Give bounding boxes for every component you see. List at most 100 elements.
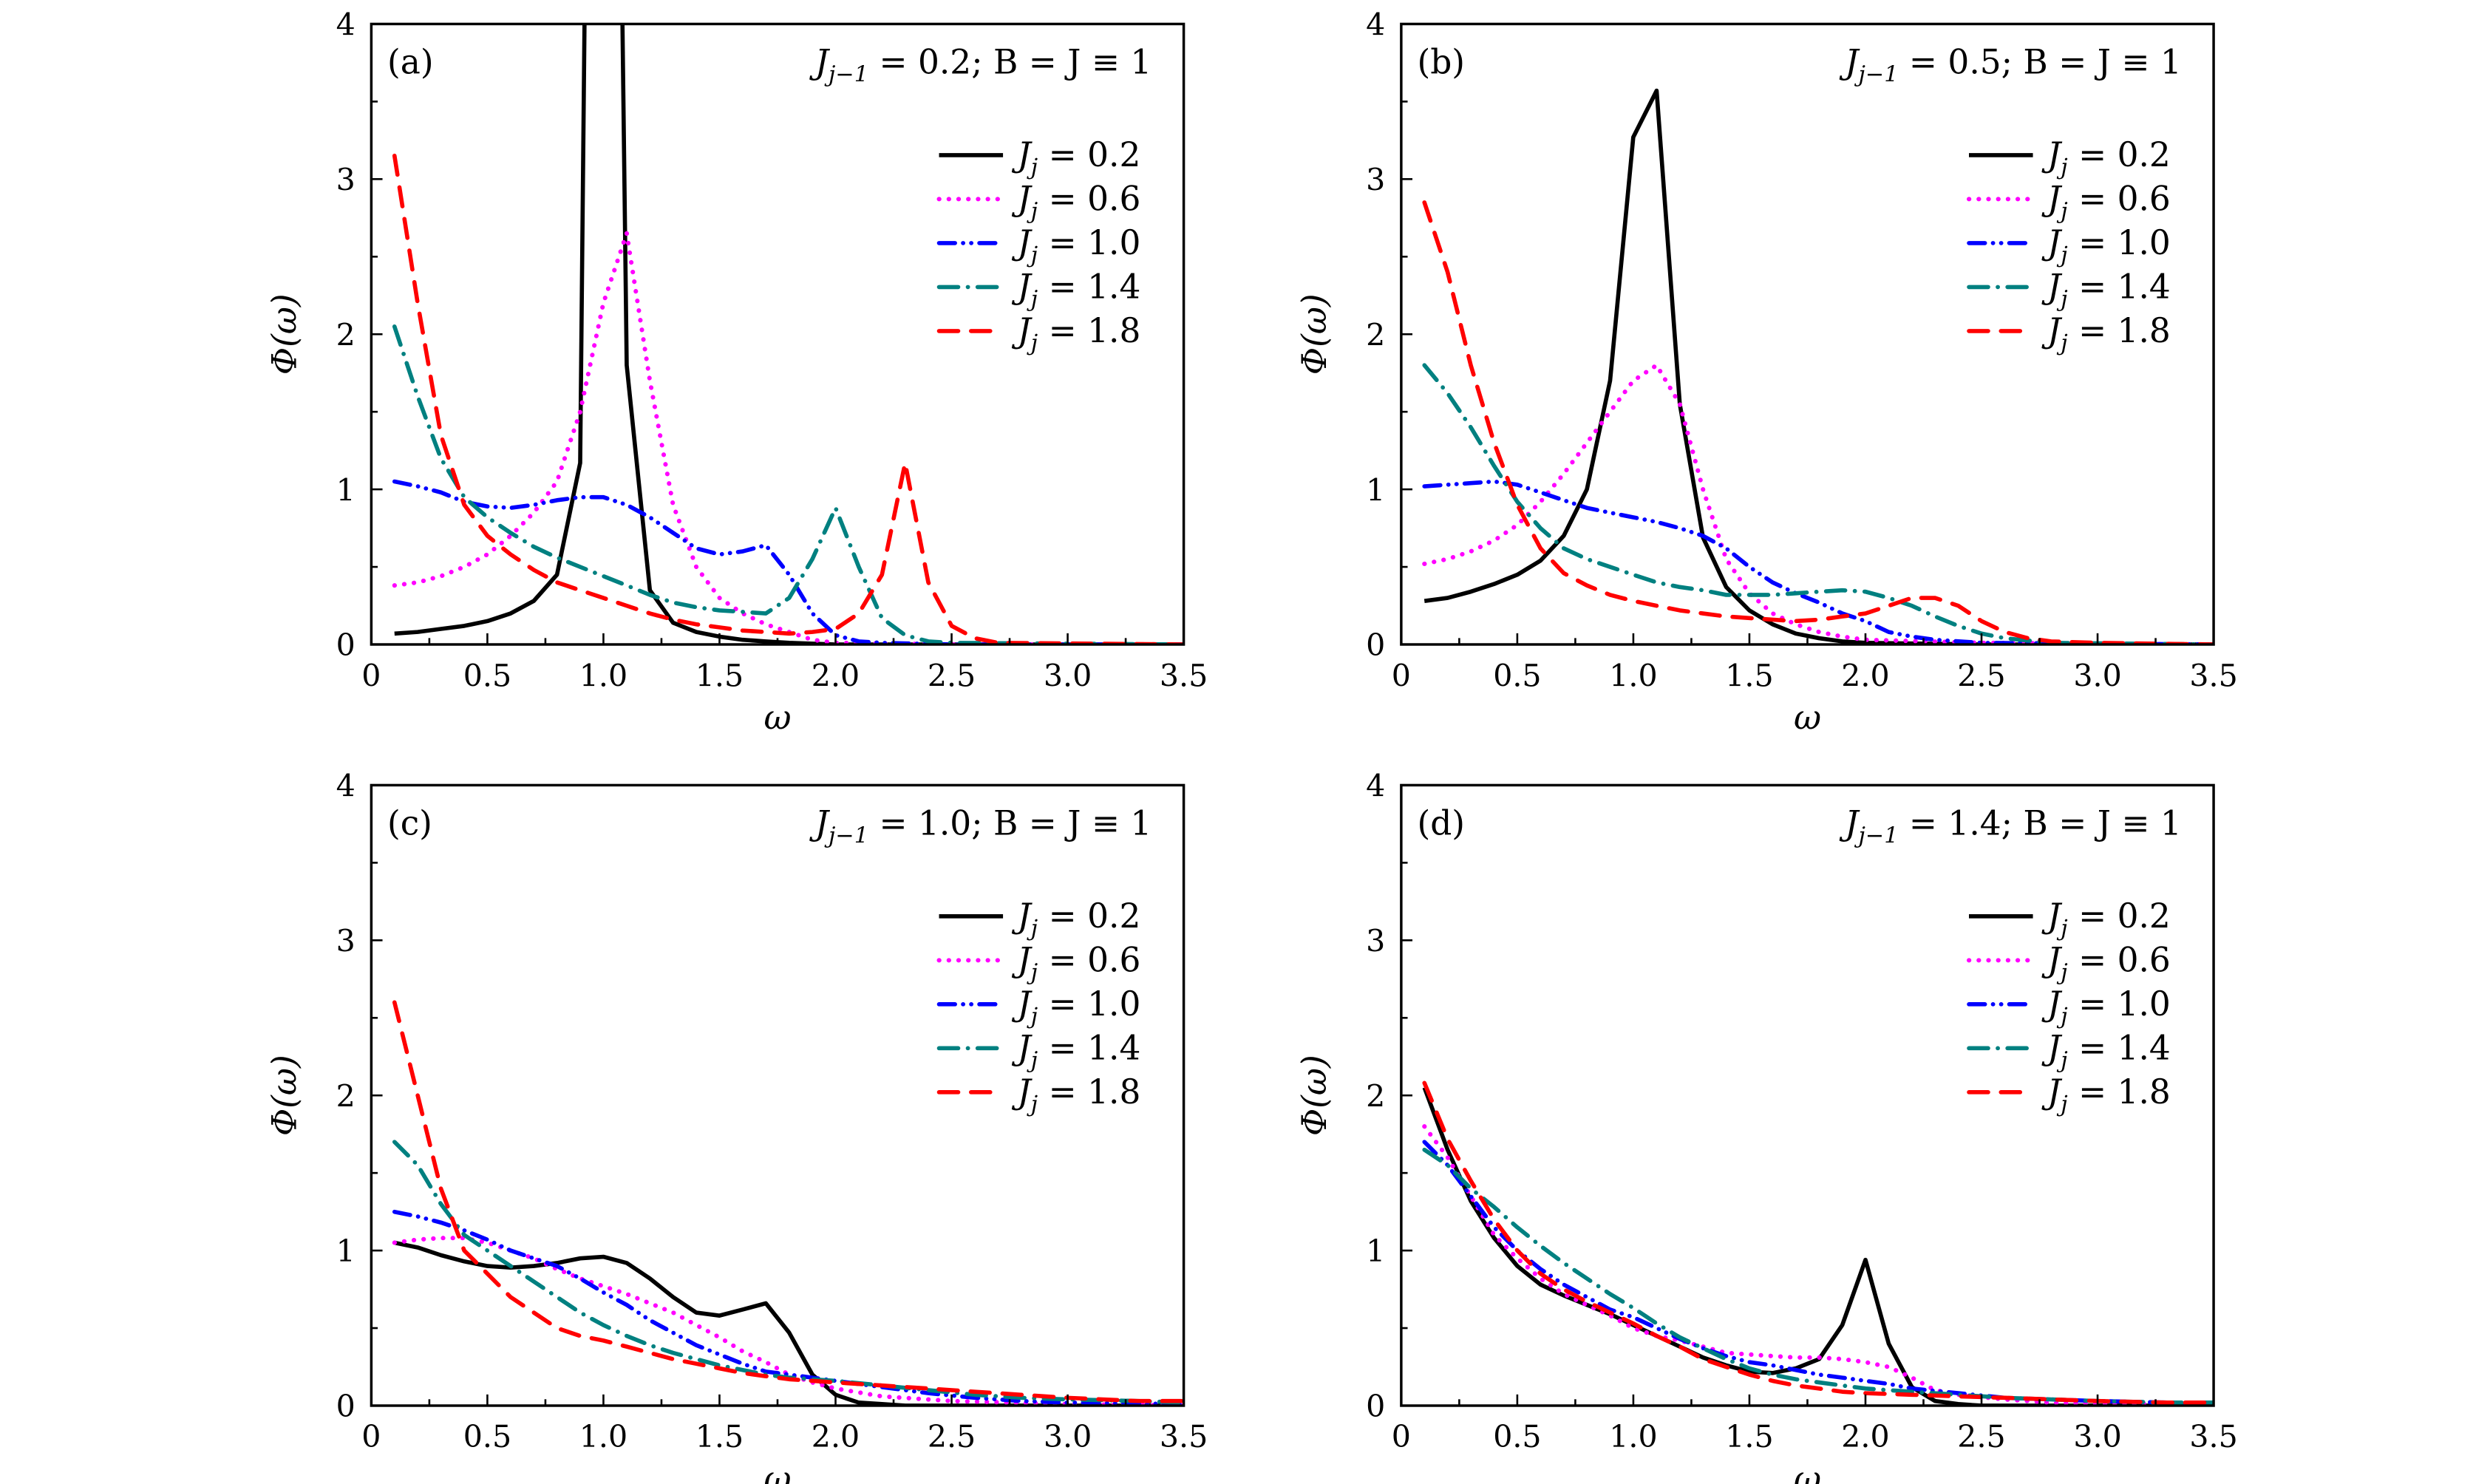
- legend-label: Jj = 0.2: [1012, 896, 1141, 942]
- legend-label: Jj = 1.4: [1012, 268, 1141, 313]
- x-tick-label: 2.5: [928, 658, 976, 693]
- panel-b: 0 0.5 1.0 1.5 2.0 2.5 3.0 3.5 0 1 2 3 4 ω Φ(ω) (b) Jj−1 …: [1295, 7, 2238, 738]
- legend-value: 0.2: [1087, 896, 1140, 936]
- legend-label: Jj = 0.6: [1012, 180, 1141, 225]
- y-tick-label: 2: [336, 1078, 356, 1114]
- annotation-subscript: j−1: [1854, 823, 1898, 848]
- annotation-rest: ; B = J ≡ 1: [971, 43, 1152, 82]
- y-tick-label: 1: [336, 472, 356, 508]
- y-tick-label: 0: [1366, 627, 1385, 663]
- x-tick-label: 2.0: [812, 658, 860, 693]
- x-tick-label: 3.0: [2073, 658, 2121, 693]
- legend: Jj = 0.2Jj = 0.6Jj = 1.0Jj = 1.4Jj = 1.8: [1966, 135, 2171, 356]
- y-tick-label: 2: [1366, 1078, 1385, 1114]
- legend-label: Jj = 1.0: [2041, 984, 2171, 1029]
- panel-a: 0 0.5 1.0 1.5 2.0 2.5 3.0 3.5 0 1 2 3 4 ω Φ(ω) (a) Jj−1 …: [265, 7, 1208, 738]
- y-tick-label: 4: [336, 769, 356, 804]
- legend-equals: =: [2068, 896, 2117, 936]
- legend-value: 0.2: [2117, 896, 2171, 936]
- annotation-subscript: j−1: [1854, 61, 1898, 87]
- x-tick-label: 2.5: [1957, 658, 2005, 693]
- legend-equals: =: [2068, 984, 2117, 1024]
- legend-label: Jj = 0.6: [1012, 941, 1141, 986]
- y-tick-label: 4: [1366, 7, 1385, 43]
- x-tick-label: 0.5: [463, 1419, 511, 1454]
- legend-label: Jj = 0.2: [2041, 896, 2171, 942]
- legend-label: Jj = 1.0: [2041, 223, 2171, 268]
- legend-equals: =: [2068, 1072, 2117, 1112]
- x-tick-label: 1.0: [579, 1419, 627, 1454]
- legend-symbol: J: [1012, 311, 1033, 350]
- annotation-symbol: J: [1839, 804, 1860, 843]
- legend-equals: =: [1038, 180, 1087, 219]
- annotation-subscript: j−1: [824, 823, 868, 848]
- legend: Jj = 0.2Jj = 0.6Jj = 1.0Jj = 1.4Jj = 1.8: [936, 896, 1141, 1117]
- x-tick-label: 1.5: [695, 1419, 744, 1454]
- series-line-jj-1.8: [1422, 1080, 2214, 1405]
- panel-annotation: Jj−1 = 0.2; B = J ≡ 1: [809, 43, 1152, 88]
- panel-label: (b): [1418, 43, 1466, 82]
- legend-label: Jj = 1.8: [1012, 311, 1141, 356]
- legend-symbol: J: [2041, 1072, 2063, 1112]
- panel-label: (c): [387, 804, 432, 843]
- annotation-equals: =: [868, 804, 918, 843]
- legend-equals: =: [1038, 223, 1087, 262]
- legend-label: Jj = 1.0: [1012, 984, 1141, 1029]
- y-tick-label: 3: [336, 162, 356, 197]
- annotation-rest: ; B = J ≡ 1: [971, 804, 1152, 843]
- x-axis-label: ω: [763, 698, 791, 738]
- legend-symbol: J: [1012, 268, 1033, 307]
- series-group: [1422, 88, 2214, 645]
- annotation-value: 1.4: [1948, 804, 2001, 843]
- x-tick-label: 1.0: [1609, 1419, 1657, 1454]
- series-line-jj-1.0: [1422, 479, 2214, 645]
- x-tick-label: 3.5: [1160, 658, 1208, 693]
- legend-equals: =: [2068, 223, 2117, 262]
- legend-value: 0.2: [1087, 135, 1140, 174]
- x-tick-label: 1.5: [695, 658, 744, 693]
- x-tick-label: 2.0: [812, 1419, 860, 1454]
- legend-symbol: J: [2041, 896, 2063, 936]
- legend-value: 1.4: [2117, 268, 2171, 307]
- legend-equals: =: [2068, 180, 2117, 219]
- legend-value: 0.6: [1087, 180, 1140, 219]
- legend-value: 1.0: [2117, 223, 2171, 262]
- legend-value: 1.4: [1087, 1029, 1140, 1068]
- legend-value: 1.0: [1087, 984, 1140, 1024]
- x-tick-label: 3.0: [1044, 1419, 1092, 1454]
- legend-equals: =: [1038, 941, 1087, 980]
- series-group: [392, 24, 1184, 645]
- x-tick-label: 3.5: [1160, 1419, 1208, 1454]
- y-axis-label: Φ(ω): [265, 1055, 305, 1136]
- annotation-symbol: J: [809, 43, 831, 82]
- x-axis-label: ω: [1794, 1460, 1821, 1484]
- annotation-symbol: J: [809, 804, 831, 843]
- y-tick-label: 0: [336, 1389, 356, 1424]
- legend-equals: =: [2068, 135, 2117, 174]
- panel-annotation: Jj−1 = 1.0; B = J ≡ 1: [809, 804, 1152, 849]
- series-line-jj-0.2: [1423, 88, 2214, 645]
- legend: Jj = 0.2Jj = 0.6Jj = 1.0Jj = 1.4Jj = 1.8: [1966, 896, 2171, 1117]
- legend-label: Jj = 0.6: [2041, 941, 2171, 986]
- legend-label: Jj = 0.6: [2041, 180, 2171, 225]
- legend-value: 1.0: [1087, 223, 1140, 262]
- series-line-jj-0.2: [394, 24, 1184, 645]
- legend-equals: =: [1038, 1029, 1087, 1068]
- panel-annotation: Jj−1 = 1.4; B = J ≡ 1: [1839, 804, 2182, 849]
- panel-label: (a): [387, 43, 434, 82]
- legend-equals: =: [1038, 1072, 1087, 1112]
- y-tick-label: 4: [1366, 769, 1385, 804]
- legend-label: Jj = 1.4: [2041, 1029, 2171, 1074]
- series-line-jj-0.6: [392, 1236, 1184, 1406]
- annotation-subscript: j−1: [824, 61, 868, 87]
- y-tick-label: 1: [1366, 1233, 1385, 1269]
- x-tick-label: 2.0: [1841, 658, 1889, 693]
- series-line-jj-1.0: [392, 1209, 1184, 1406]
- legend-equals: =: [1038, 896, 1087, 936]
- x-axis-label: ω: [1794, 698, 1821, 738]
- series-line-jj-0.6: [1422, 363, 2214, 645]
- legend-label: Jj = 0.2: [2041, 135, 2171, 180]
- legend-label: Jj = 0.2: [1012, 135, 1141, 180]
- annotation-value: 1.0: [918, 804, 971, 843]
